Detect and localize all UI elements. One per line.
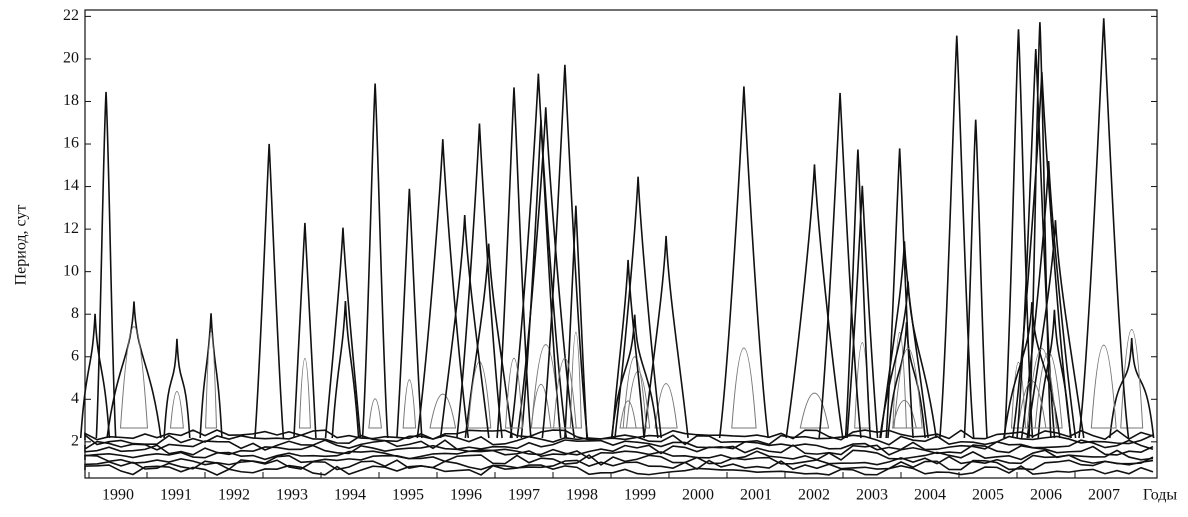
x-tick-label: 1991 (160, 487, 192, 504)
x-tick-label: 1990 (102, 487, 134, 504)
contour-line (331, 301, 360, 439)
y-tick-label: 6 (71, 347, 79, 364)
y-tick-label: 2 (71, 433, 79, 450)
contour-line (844, 149, 872, 439)
contour-line-inner (1090, 344, 1117, 429)
contour-line-inner (731, 347, 757, 429)
contour-line (464, 243, 513, 439)
contour-line (611, 259, 645, 439)
contour-line (439, 215, 490, 439)
contour-line (1078, 18, 1130, 439)
contour-line (509, 73, 568, 439)
y-tick-label: 16 (63, 135, 79, 152)
x-tick-label: 1997 (508, 487, 540, 504)
contour-line-inner (625, 371, 651, 429)
contour-line-inner (1017, 380, 1047, 429)
contour-line-inner (402, 379, 417, 429)
contour-line (293, 222, 317, 439)
x-tick-label: 2004 (914, 487, 946, 504)
contour-line (643, 235, 689, 439)
x-tick-label: 2003 (856, 487, 888, 504)
x-tick-label: 2005 (972, 487, 1004, 504)
contour-line (496, 87, 532, 439)
y-tick-label: 8 (71, 305, 79, 322)
contour-line (324, 227, 362, 439)
contour-line (1026, 220, 1085, 439)
contour-line (163, 338, 191, 439)
contour-line-inner (169, 391, 184, 429)
contour-line (614, 176, 663, 439)
y-tick-label: 4 (71, 390, 79, 407)
contour-line (84, 454, 1154, 466)
contour-line-inner (298, 357, 311, 429)
y-tick-label: 18 (63, 92, 79, 109)
contour-line (84, 464, 1154, 476)
contour-line (1003, 29, 1034, 439)
contour-line (879, 281, 938, 439)
contour-line-inner (530, 383, 552, 429)
contour-line (963, 119, 988, 439)
contour-line (254, 143, 285, 439)
x-tick-label: 2000 (682, 487, 714, 504)
x-tick-label: 1994 (334, 487, 366, 504)
contour-line (564, 205, 588, 439)
contour-line-inner (467, 361, 492, 429)
contour-line (846, 185, 879, 439)
contour-line-inner (429, 393, 457, 429)
contour-line (520, 119, 562, 439)
contour-line (95, 91, 117, 439)
contour-line-inner (119, 326, 148, 429)
contour-line-inner (368, 398, 382, 429)
contour-line-inner (505, 357, 523, 429)
y-tick-label: 22 (63, 7, 79, 24)
contour-line (84, 429, 1154, 441)
y-tick-label: 12 (63, 220, 79, 237)
x-tick-label: 1996 (450, 487, 482, 504)
x-tick-label: 1993 (276, 487, 308, 504)
x-tick-label: 1992 (218, 487, 250, 504)
contour-line-inner (892, 332, 907, 429)
contour-line-inner (622, 356, 647, 429)
plot-frame (84, 9, 1158, 479)
contour-line (1109, 338, 1155, 439)
contour-line (199, 313, 223, 439)
y-tick-label: 20 (63, 50, 79, 67)
contour-line (718, 86, 770, 439)
contour-line (84, 439, 1154, 451)
y-tick-label: 10 (63, 262, 79, 279)
x-tick-label: 2002 (798, 487, 830, 504)
contour-field (79, 18, 1155, 476)
contour-line (818, 92, 862, 439)
contour-line (1028, 22, 1052, 439)
contour-line (84, 449, 1154, 461)
contour-line-inner (799, 392, 830, 429)
x-tick-label: 2006 (1030, 487, 1062, 504)
contour-line (456, 123, 503, 439)
contour-line-inner (205, 331, 217, 429)
contour-line (79, 313, 111, 439)
x-axis-label: Годы (1143, 487, 1178, 504)
x-tick-label: 2007 (1088, 487, 1120, 504)
contour-line-inner (893, 348, 923, 429)
contour-line (939, 35, 975, 439)
contour-line (541, 64, 589, 439)
contour-line (396, 188, 423, 439)
x-tick-label: 2001 (740, 487, 772, 504)
contour-line (361, 83, 389, 439)
contour-line (785, 164, 844, 439)
contour-line (106, 301, 162, 439)
x-tick-label: 1999 (624, 487, 656, 504)
y-tick-label: 14 (63, 177, 79, 194)
contour-line (84, 444, 1154, 456)
contour-line-inner (619, 400, 637, 429)
contour-line-inner (553, 357, 577, 429)
x-tick-label: 1995 (392, 487, 424, 504)
contour-line (416, 139, 470, 439)
x-tick-label: 1998 (566, 487, 598, 504)
contour-line (84, 433, 1154, 446)
y-axis-label: Период, сут (13, 205, 30, 286)
